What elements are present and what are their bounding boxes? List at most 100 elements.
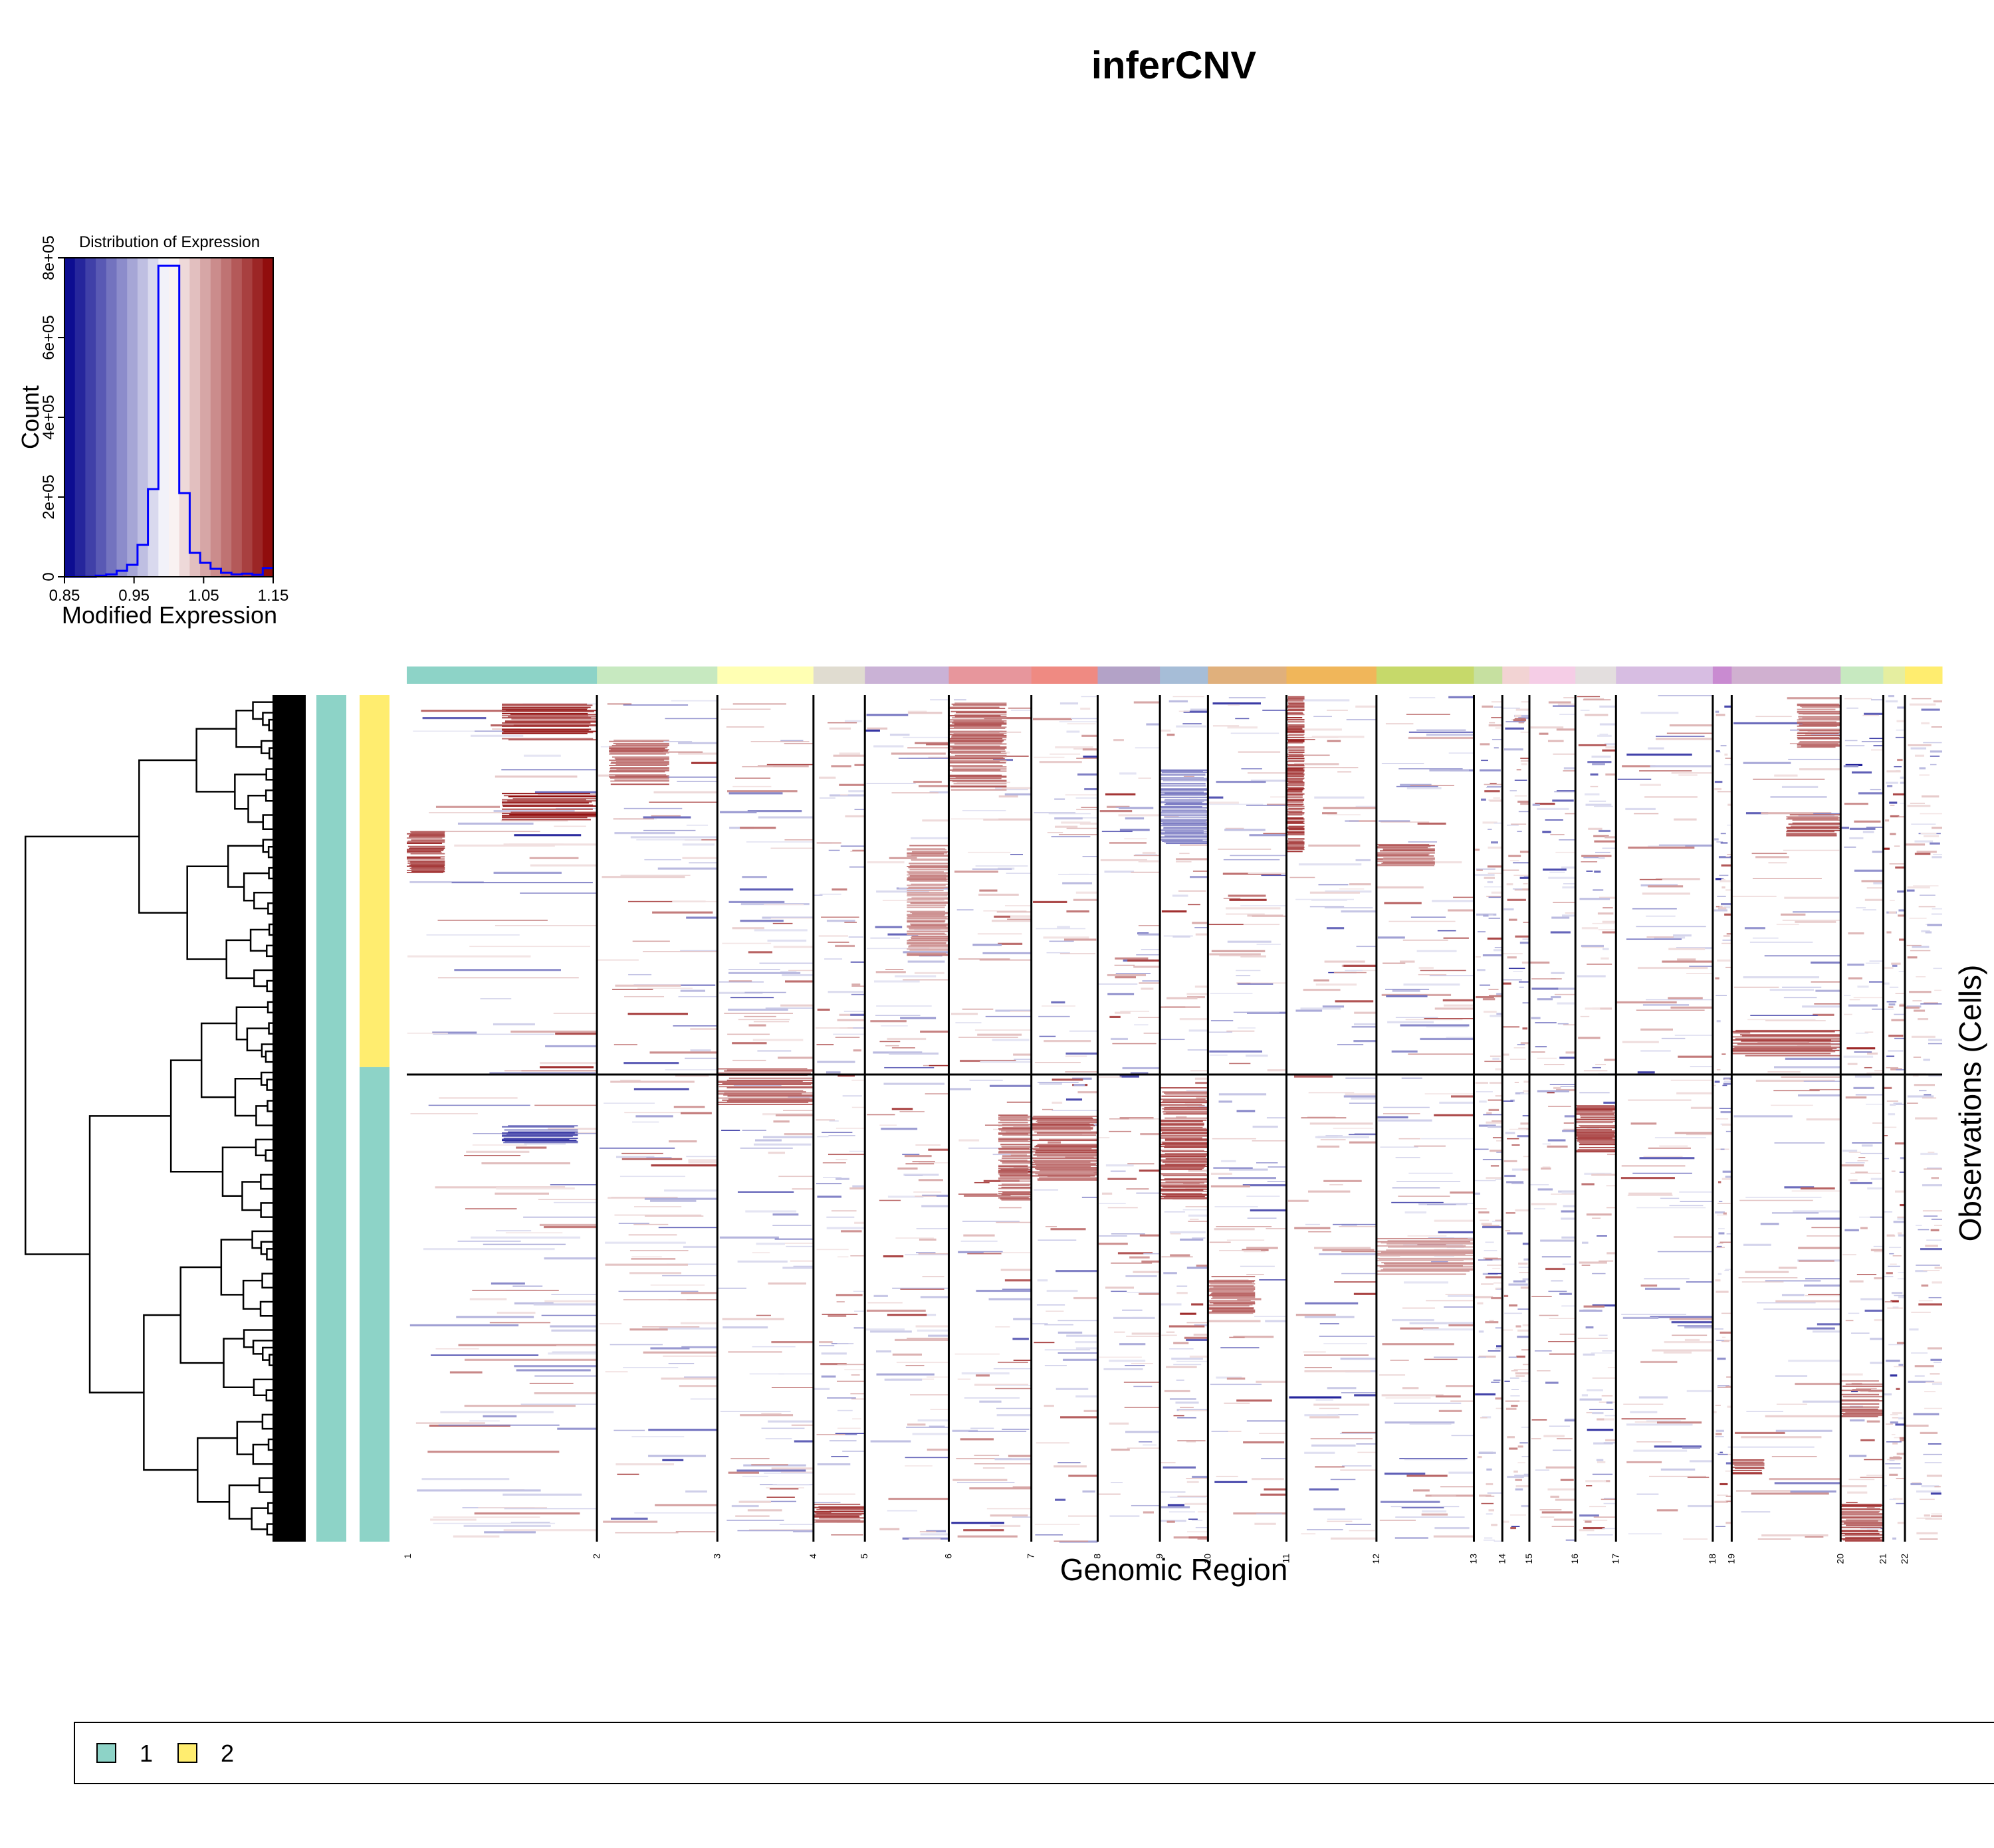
heatmap-cell-run	[765, 1007, 814, 1009]
heatmap-cell-run	[1246, 1420, 1287, 1422]
heatmap-cell-run	[764, 904, 804, 906]
heatmap-cell-run	[1805, 1278, 1841, 1280]
cnv-feature-row	[908, 886, 949, 888]
heatmap-cell-run	[1583, 698, 1605, 700]
heatmap-cell-run	[866, 714, 909, 716]
heatmap-cell-run	[1899, 938, 1906, 941]
heatmap-cell-run	[1518, 1267, 1529, 1268]
heatmap-cell-run	[1050, 1228, 1086, 1231]
heatmap-cell-run	[1854, 1075, 1872, 1078]
cnv-feature-row	[1208, 1304, 1253, 1306]
heatmap-cell-run	[1638, 1396, 1668, 1399]
cnv-feature-row	[1575, 1129, 1612, 1131]
cnv-feature-row	[911, 938, 949, 940]
cnv-feature-row	[1161, 788, 1208, 790]
heatmap-cell-run	[1668, 948, 1706, 950]
heatmap-cell-run	[1192, 922, 1208, 924]
cnv-feature-row	[1731, 1047, 1837, 1049]
dendrogram-branch	[255, 1105, 274, 1126]
cnv-feature-row	[1286, 734, 1304, 736]
heatmap-cell-run	[1262, 710, 1287, 711]
heatmap-cell-run	[1303, 767, 1359, 769]
heatmap-cell-run	[1889, 863, 1906, 865]
cnv-feature-row	[1734, 1047, 1841, 1049]
heatmap-cell-run	[1058, 834, 1098, 835]
heatmap-cell-run	[1505, 1132, 1515, 1134]
heatmap-cell-run	[1442, 999, 1474, 1001]
heatmap-cell-run	[1327, 740, 1341, 742]
heatmap-cell-run	[1586, 1485, 1593, 1487]
heatmap-cell-run	[1843, 1055, 1874, 1058]
cnv-feature-row	[1031, 1140, 1097, 1142]
cnv-feature-row	[1162, 1132, 1208, 1134]
heatmap-cell-run	[817, 1136, 829, 1138]
cnv-feature-row	[998, 1173, 1028, 1175]
heatmap-cell-run	[1044, 1365, 1067, 1366]
heatmap-cell-run	[1890, 815, 1900, 818]
heatmap-cell-run	[1036, 928, 1086, 930]
cnv-feature-row	[948, 762, 1006, 764]
cnv-feature-row	[998, 1170, 1028, 1172]
heatmap-cell-run	[1921, 1284, 1929, 1287]
heatmap-cell-run	[1478, 931, 1486, 933]
cnv-feature-row	[409, 847, 445, 849]
heatmap-cell-run	[1120, 1010, 1149, 1012]
heatmap-cell-run	[1861, 1144, 1873, 1147]
heatmap-cell-run	[818, 935, 848, 937]
heatmap-cell-run	[1264, 1488, 1287, 1490]
heatmap-cell-run	[1896, 1478, 1904, 1479]
cnv-feature-row	[1287, 770, 1305, 772]
heatmap-cell-run	[1503, 1053, 1509, 1056]
heatmap-cell-run	[998, 942, 1023, 945]
heatmap-cell-run	[1495, 1397, 1503, 1400]
heatmap-cell-run	[1891, 1170, 1896, 1172]
heatmap-cell-run	[1402, 1307, 1435, 1309]
cnv-feature-row	[1286, 768, 1303, 770]
heatmap-cell-run	[814, 1387, 830, 1390]
heatmap-cell-run	[754, 929, 808, 932]
heatmap-cell-run	[1889, 986, 1899, 988]
heatmap-cell-run	[1043, 936, 1089, 939]
heatmap-cell-run	[1931, 1218, 1942, 1220]
heatmap-cell-run	[1751, 1492, 1829, 1495]
heatmap-cell-run	[1220, 1347, 1260, 1349]
heatmap-cell-run	[1606, 1185, 1616, 1187]
heatmap-cell-run	[1898, 1296, 1906, 1298]
heatmap-cell-run	[457, 1241, 521, 1242]
heatmap-cell-run	[1176, 861, 1192, 863]
heatmap-cell-run	[1607, 1154, 1616, 1156]
heatmap-cell-run	[979, 889, 998, 892]
heatmap-cell-run	[1355, 805, 1377, 807]
heatmap-cell-run	[1485, 1276, 1503, 1279]
cnv-feature-row	[998, 1132, 1032, 1134]
heatmap-cell-run	[1039, 1082, 1062, 1085]
heatmap-cell-run	[1605, 1439, 1616, 1442]
cnv-feature-row	[502, 815, 597, 817]
heatmap-cell-run	[1395, 1017, 1438, 1019]
heatmap-cell-run	[1885, 1463, 1901, 1465]
heatmap-cell-run	[844, 922, 857, 923]
cnv-feature-row	[1740, 1034, 1841, 1036]
chromosome-label-6: 6	[942, 1554, 953, 1559]
heatmap-cell-run	[888, 1497, 949, 1500]
heatmap-cell-run	[1182, 1209, 1208, 1211]
heatmap-cell-run	[1515, 1375, 1525, 1377]
cnv-feature-row	[1383, 861, 1435, 863]
heatmap-cell-run	[1173, 1342, 1189, 1344]
cnv-feature-row	[1160, 1197, 1208, 1199]
histogram-color-band	[148, 258, 159, 577]
cnv-feature-row	[1797, 712, 1840, 714]
cnv-feature-row	[508, 1125, 578, 1127]
heatmap-cell-run	[954, 1353, 1000, 1355]
heatmap-cell-run	[1806, 1217, 1841, 1220]
heatmap-cell-run	[457, 822, 534, 825]
heatmap-cell-run	[1517, 1135, 1529, 1138]
heatmap-cell-run	[417, 1489, 541, 1492]
heatmap-cell-run	[1474, 1208, 1487, 1209]
cnv-feature-row	[1731, 1031, 1835, 1033]
heatmap-cell-run	[1648, 747, 1664, 750]
cnv-feature-row	[502, 799, 586, 801]
heatmap-cell-run	[1888, 1006, 1894, 1008]
heatmap-cell-run	[1304, 1414, 1339, 1417]
heatmap-cell-run	[1646, 999, 1712, 1001]
